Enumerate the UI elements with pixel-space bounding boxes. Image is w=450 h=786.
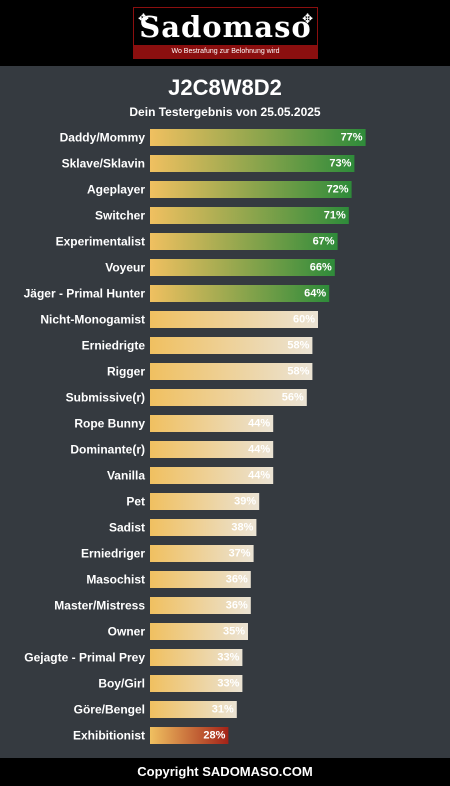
bar-value-label: 73% (329, 158, 351, 170)
logo-ornament-left-icon: ✥ (138, 11, 149, 26)
result-subtitle: Dein Testergebnis von 25.05.2025 (129, 105, 321, 119)
bar (150, 259, 335, 276)
bar (150, 389, 307, 406)
bar-value-label: 64% (304, 288, 326, 300)
bar (150, 649, 243, 666)
bar-category-label: Switcher (95, 209, 145, 223)
bar-value-label: 33% (217, 678, 239, 690)
bar-category-label: Nicht-Monogamist (40, 313, 145, 327)
bar-category-label: Jäger - Primal Hunter (24, 287, 146, 301)
copyright-text: Copyright SADOMASO.COM (137, 764, 313, 779)
bar-value-label: 37% (229, 548, 251, 560)
bar-category-label: Rigger (107, 365, 145, 379)
bar-value-label: 36% (226, 574, 248, 586)
bar-category-label: Gejagte - Primal Prey (24, 651, 145, 665)
bar-category-label: Daddy/Mommy (60, 131, 146, 145)
bar-category-label: Masochist (86, 573, 145, 587)
bar-category-label: Owner (108, 625, 146, 639)
bar (150, 597, 251, 614)
bar (150, 155, 355, 172)
bar-value-label: 67% (313, 236, 335, 248)
bar-value-label: 44% (248, 418, 270, 430)
bar-value-label: 38% (231, 522, 253, 534)
bar-category-label: Voyeur (105, 261, 145, 275)
bar-value-label: 31% (212, 704, 234, 716)
bar-category-label: Pet (126, 495, 145, 509)
bar (150, 675, 243, 692)
bar-category-label: Göre/Bengel (74, 703, 145, 717)
bar-value-label: 44% (248, 444, 270, 456)
bar-category-label: Boy/Girl (98, 677, 145, 691)
bar (150, 545, 254, 562)
bar-category-label: Vanilla (107, 469, 145, 483)
bar-value-label: 44% (248, 470, 270, 482)
bar-category-label: Erniedrigte (82, 339, 146, 353)
bar-value-label: 66% (310, 262, 332, 274)
bar-category-label: Sadist (109, 521, 145, 535)
bar-category-label: Rope Bunny (74, 417, 145, 431)
bar-category-label: Experimentalist (56, 235, 145, 249)
bar (150, 285, 330, 302)
bar (150, 129, 366, 146)
bar (150, 519, 257, 536)
bar (150, 311, 318, 328)
bar-value-label: 35% (223, 626, 245, 638)
bar (150, 467, 274, 484)
bar (150, 415, 274, 432)
bar (150, 337, 313, 354)
bar-category-label: Dominante(r) (70, 443, 145, 457)
bar-category-label: Sklave/Sklavin (62, 157, 145, 171)
footer: Copyright SADOMASO.COM (0, 758, 450, 786)
logo[interactable]: ✥ ✥ Sadomaso Wo Bestrafung zur Belohnung… (133, 7, 318, 59)
logo-tagline-bar (134, 45, 317, 58)
bar (150, 181, 352, 198)
header: ✥ ✥ Sadomaso Wo Bestrafung zur Belohnung… (0, 0, 450, 66)
result-bar-chart: Daddy/Mommy 77% Sklave/Sklavin 73% Ageplayer… (24, 129, 366, 744)
bar-category-label: Erniedriger (81, 547, 145, 561)
bar (150, 363, 313, 380)
bar (150, 441, 274, 458)
bar-value-label: 56% (282, 392, 304, 404)
bar-value-label: 60% (293, 314, 315, 326)
result-title: J2C8W8D2 (168, 75, 282, 100)
logo-text: Sadomaso (139, 10, 312, 44)
bar-value-label: 39% (234, 496, 256, 508)
bar-value-label: 36% (226, 600, 248, 612)
bar (150, 233, 338, 250)
bar-category-label: Submissive(r) (66, 391, 145, 405)
bar-value-label: 77% (341, 132, 363, 144)
bar (150, 701, 237, 718)
bar-value-label: 28% (203, 730, 225, 742)
bar (150, 493, 260, 510)
bar-value-label: 33% (217, 652, 239, 664)
bar-value-label: 72% (327, 184, 349, 196)
bar (150, 207, 349, 224)
bar-value-label: 58% (287, 366, 309, 378)
logo-tagline: Wo Bestrafung zur Belohnung wird (171, 48, 280, 55)
bar-category-label: Ageplayer (87, 183, 145, 197)
logo-ornament-right-icon: ✥ (302, 11, 313, 26)
bar-value-label: 58% (287, 340, 309, 352)
bar-value-label: 71% (324, 210, 346, 222)
bar-category-label: Exhibitionist (73, 729, 145, 743)
bar-category-label: Master/Mistress (54, 599, 145, 613)
bar (150, 727, 229, 744)
bar (150, 571, 251, 588)
bar (150, 623, 248, 640)
